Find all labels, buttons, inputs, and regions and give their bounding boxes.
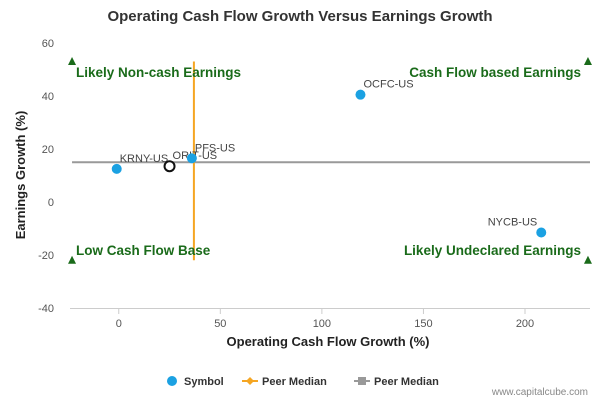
y-tick-label: 60 [42,38,54,50]
data-point-label: OCFC-US [363,79,413,91]
y-tick-label: 40 [42,91,54,103]
y-tick-label: -40 [38,303,54,315]
x-tick-label: 200 [516,318,534,330]
x-axis-title: Operating Cash Flow Growth (%) [227,334,430,349]
quadrant-label-bottom-left: Low Cash Flow Base [76,243,211,258]
quadrant-label-bottom-right: Likely Undeclared Earnings [404,243,581,258]
legend-label: Peer Median [374,376,439,388]
data-point [186,153,197,164]
quadrant-markers [68,57,592,264]
y-tick-label: 20 [42,144,54,156]
legend-symbol-circle [167,376,177,386]
legend-diamond [246,377,254,385]
x-tick-label: 100 [313,318,331,330]
legend: Symbol Peer Median Peer Median [167,376,439,388]
quadrant-marker [583,57,592,66]
y-axis-ticks: -40 -20 0 20 40 60 [38,38,54,315]
legend-label: Symbol [184,376,224,388]
y-tick-label: -20 [38,250,54,262]
data-point [111,163,122,174]
credit-text: www.capitalcube.com [491,387,588,398]
plot-area [70,308,590,309]
quadrant-marker [68,255,77,264]
data-point-highlight [163,160,176,173]
quadrant-marker [583,255,592,264]
data-point [536,227,547,238]
data-point-label: PFS-US [195,142,235,154]
data-point-label: NYCB-US [488,216,538,228]
quadrant-label-top-right: Cash Flow based Earnings [409,65,581,80]
x-tick-label: 50 [214,318,226,330]
data-point [355,89,366,100]
x-tick-label: 150 [414,318,432,330]
legend-label: Peer Median [262,376,327,388]
y-axis-title: Earnings Growth (%) [13,111,28,240]
quadrant-labels: Likely Non-cash Earnings Cash Flow based… [76,65,581,258]
data-point-label: KRNY-US [120,153,169,165]
quadrant-label-top-left: Likely Non-cash Earnings [76,65,241,80]
chart-title: Operating Cash Flow Growth Versus Earnin… [107,8,492,25]
legend-square [358,377,366,385]
quadrant-marker [68,57,77,66]
x-axis-ticks: 0 50 100 150 200 [116,308,534,330]
y-tick-label: 0 [48,197,54,209]
x-tick-label: 0 [116,318,122,330]
